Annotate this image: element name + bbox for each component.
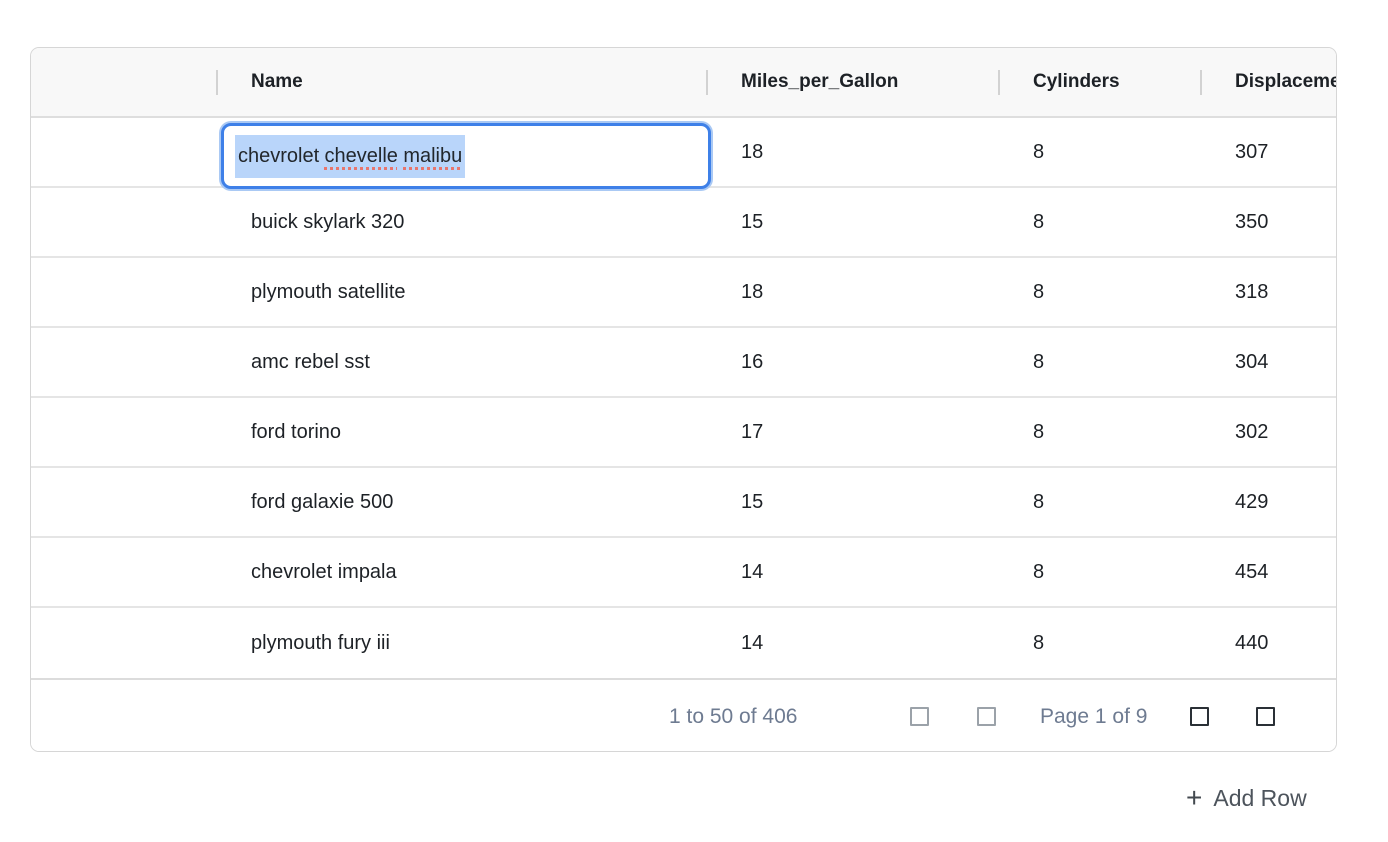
cell-displacement[interactable]: 440 (1235, 631, 1269, 654)
header-label-name: Name (251, 71, 303, 92)
editor-word-misspelled: malibu (403, 144, 463, 167)
table-row: ford galaxie 500 15 8 429 (31, 468, 1336, 538)
data-grid: Name Miles_per_Gallon Cylinders Displace… (30, 47, 1337, 752)
cell-cylinders[interactable]: 8 (1033, 490, 1045, 513)
cell-empty[interactable] (31, 328, 217, 396)
cell-cylinders[interactable]: 8 (1033, 140, 1045, 163)
editor-word-misspelled: chevelle (324, 144, 398, 167)
cell-name[interactable]: ford galaxie 500 (251, 490, 394, 513)
cell-cylinders[interactable]: 8 (1033, 280, 1045, 303)
editor-word: chevrolet (238, 144, 320, 167)
cell-mpg[interactable]: 17 (741, 420, 764, 443)
header-cell-displacement[interactable]: Displacement (1200, 48, 1336, 116)
cell-name[interactable]: buick skylark 320 (251, 210, 405, 233)
cell-mpg[interactable]: 14 (741, 560, 764, 583)
table-row: chevrolet impala 14 8 454 (31, 538, 1336, 608)
previous-page-icon (977, 706, 996, 726)
cell-name[interactable]: ford torino (251, 420, 342, 443)
cell-cylinders[interactable]: 8 (1033, 350, 1045, 373)
cell-displacement[interactable]: 454 (1235, 560, 1269, 583)
cell-mpg[interactable]: 15 (741, 210, 764, 233)
header-cell-name[interactable]: Name (216, 48, 707, 116)
cell-name-editing[interactable]: chevrolet chevelle malibu (217, 118, 711, 189)
header-label-displacement: Displacement (1235, 71, 1336, 92)
table-row: chevrolet chevelle malibu 18 8 307 (31, 118, 1336, 189)
cell-cylinders[interactable]: 8 (1033, 210, 1045, 233)
page-indicator: Page 1 of 9 (1040, 704, 1148, 728)
header-cell-empty (31, 48, 217, 116)
cell-displacement[interactable]: 318 (1235, 280, 1269, 303)
cell-cylinders[interactable]: 8 (1033, 420, 1045, 443)
table-row: buick skylark 320 15 8 350 (31, 188, 1336, 258)
header-cell-miles-per-gallon[interactable]: Miles_per_Gallon (706, 48, 999, 116)
cell-displacement[interactable]: 302 (1235, 420, 1269, 443)
table-row: plymouth fury iii 14 8 440 (31, 608, 1336, 678)
cell-name[interactable]: chevrolet impala (251, 560, 397, 583)
last-page-icon[interactable] (1256, 706, 1275, 726)
cell-mpg[interactable]: 14 (741, 631, 764, 654)
pagination-bar: 1 to 50 of 406 Page 1 of 9 (31, 678, 1336, 751)
cell-mpg[interactable]: 18 (741, 140, 764, 163)
cell-displacement[interactable]: 429 (1235, 490, 1269, 513)
cell-mpg[interactable]: 15 (741, 490, 764, 513)
next-page-icon[interactable] (1190, 706, 1209, 726)
row-range-summary: 1 to 50 of 406 (669, 704, 798, 728)
cell-editor-input[interactable]: chevrolet chevelle malibu (221, 123, 711, 189)
header-cell-cylinders[interactable]: Cylinders (998, 48, 1201, 116)
grid-header: Name Miles_per_Gallon Cylinders Displace… (31, 48, 1336, 118)
cell-empty[interactable] (31, 258, 217, 326)
table-row: ford torino 17 8 302 (31, 398, 1336, 468)
selected-text: chevrolet chevelle malibu (235, 134, 466, 178)
cell-displacement[interactable]: 307 (1235, 140, 1269, 163)
add-row-button[interactable]: + Add Row (1186, 782, 1307, 814)
cell-mpg[interactable]: 16 (741, 350, 764, 373)
cell-name[interactable]: plymouth fury iii (251, 631, 390, 654)
cell-empty[interactable] (31, 468, 217, 536)
header-label-cylinders: Cylinders (1033, 71, 1120, 92)
add-row-label: Add Row (1213, 784, 1307, 811)
cell-displacement[interactable]: 350 (1235, 210, 1269, 233)
cell-name[interactable]: amc rebel sst (251, 350, 370, 373)
cell-mpg[interactable]: 18 (741, 280, 764, 303)
first-page-icon (910, 706, 929, 726)
header-label-miles-per-gallon: Miles_per_Gallon (741, 71, 899, 92)
cell-name[interactable]: plymouth satellite (251, 280, 406, 303)
cell-empty[interactable] (31, 118, 217, 186)
table-row: amc rebel sst 16 8 304 (31, 328, 1336, 398)
cell-cylinders[interactable]: 8 (1033, 560, 1045, 583)
cell-cylinders[interactable]: 8 (1033, 631, 1045, 654)
cell-empty[interactable] (31, 538, 217, 606)
cell-empty[interactable] (31, 398, 217, 466)
cell-displacement[interactable]: 304 (1235, 350, 1269, 373)
cell-empty[interactable] (31, 608, 217, 678)
table-row: plymouth satellite 18 8 318 (31, 258, 1336, 328)
cell-empty[interactable] (31, 188, 217, 256)
plus-icon: + (1186, 782, 1203, 813)
